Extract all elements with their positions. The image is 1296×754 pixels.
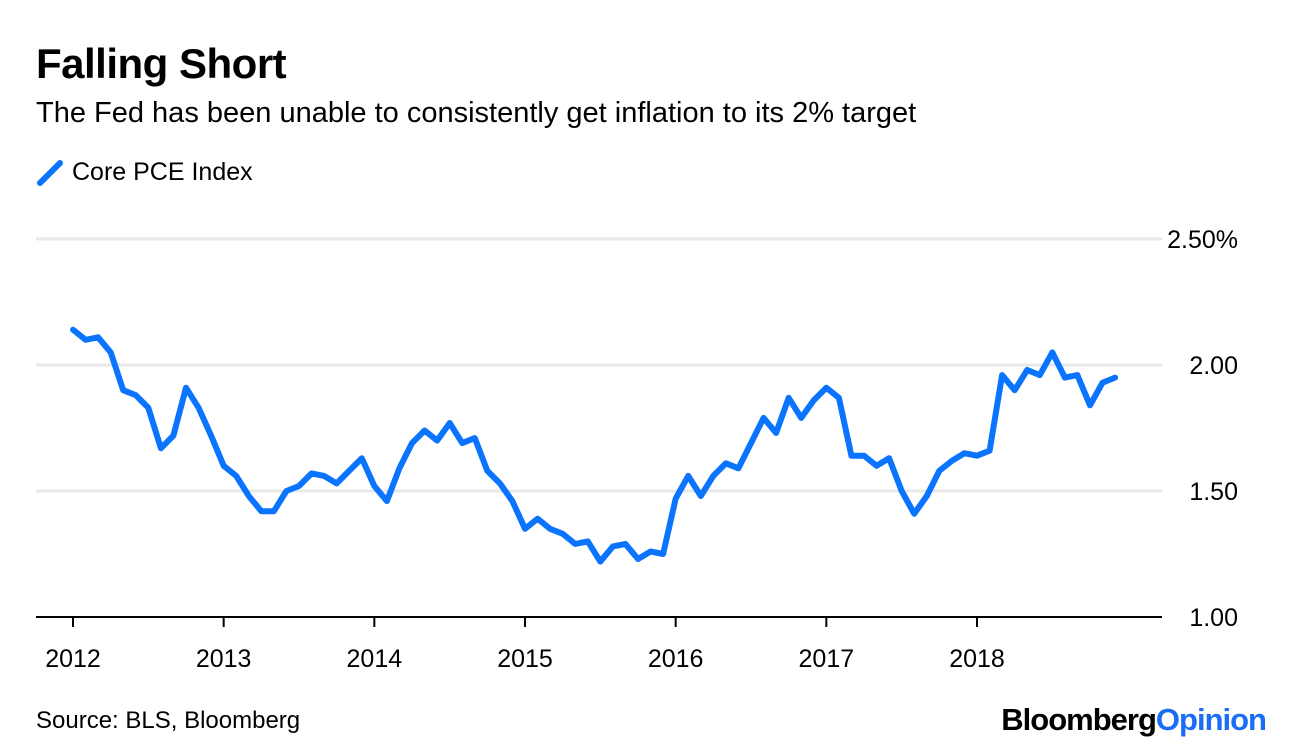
- x-tick-label: 2017: [799, 645, 855, 673]
- x-tick-label: 2012: [45, 645, 101, 673]
- legend-swatch-icon: [37, 159, 63, 186]
- x-tick-label: 2015: [497, 645, 553, 673]
- y-tick-label: 2.00: [1189, 352, 1238, 380]
- legend-label: Core PCE Index: [72, 158, 253, 186]
- chart-subtitle: The Fed has been unable to consistently …: [36, 97, 917, 129]
- y-tick-label: 1.00: [1189, 604, 1238, 632]
- chart-title: Falling Short: [36, 40, 287, 87]
- series-line-core-pce: [70, 326, 1119, 565]
- x-tick-label: 2013: [196, 645, 252, 673]
- x-tick-label: 2016: [648, 645, 704, 673]
- y-tick-label: 2.50%: [1167, 226, 1238, 254]
- y-tick-label: 1.50: [1189, 478, 1238, 506]
- x-tick-label: 2018: [949, 645, 1005, 673]
- bloomberg-opinion-logo: BloombergOpinion: [1001, 702, 1267, 737]
- source-note: Source: BLS, Bloomberg: [36, 707, 301, 734]
- x-tick-label: 2014: [347, 645, 403, 673]
- legend: Core PCE Index: [36, 158, 253, 187]
